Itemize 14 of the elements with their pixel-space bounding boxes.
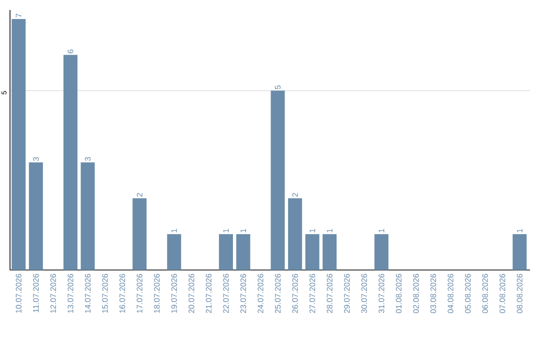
bar [80, 162, 95, 270]
bar [218, 234, 233, 270]
bar [270, 90, 285, 270]
bar [374, 234, 388, 270]
bar [236, 234, 250, 270]
bar [288, 198, 302, 270]
bar [305, 234, 320, 270]
bar [28, 162, 43, 270]
bar [512, 234, 527, 270]
bar [63, 54, 78, 270]
bar [132, 198, 147, 270]
bar [12, 18, 26, 270]
bar [167, 234, 182, 270]
bar [322, 234, 337, 270]
